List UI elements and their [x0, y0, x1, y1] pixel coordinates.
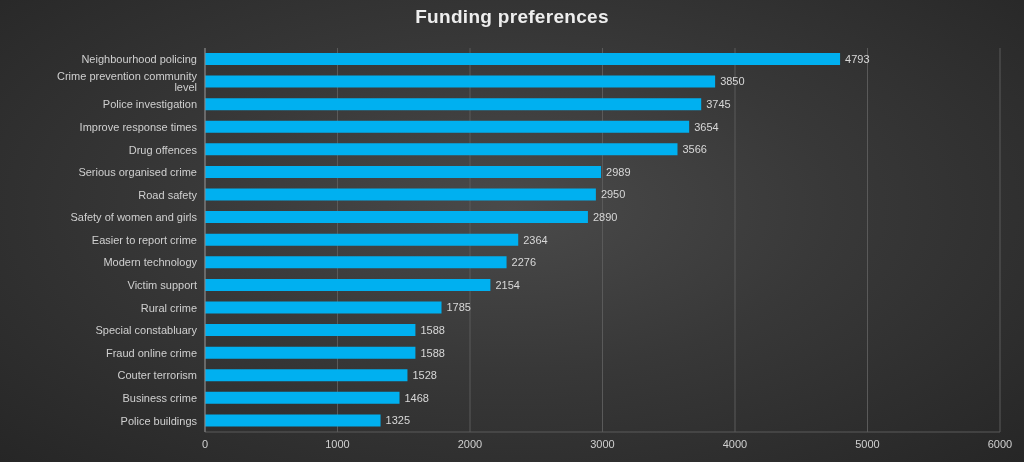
svg-text:3566: 3566 — [682, 143, 706, 155]
svg-text:Police investigation: Police investigation — [103, 98, 197, 110]
svg-text:3745: 3745 — [706, 98, 730, 110]
svg-text:4793: 4793 — [845, 53, 869, 65]
svg-text:Rural crime: Rural crime — [141, 302, 197, 314]
svg-text:Easier to report crime: Easier to report crime — [92, 234, 197, 246]
svg-text:2364: 2364 — [523, 234, 547, 246]
svg-text:2000: 2000 — [458, 438, 482, 450]
svg-text:1000: 1000 — [325, 438, 349, 450]
svg-text:2950: 2950 — [601, 188, 625, 200]
svg-text:Police buildings: Police buildings — [121, 415, 198, 427]
svg-text:1588: 1588 — [420, 347, 444, 359]
svg-text:Neighbourhood policing: Neighbourhood policing — [81, 53, 197, 65]
svg-text:1528: 1528 — [412, 369, 436, 381]
svg-text:Crime prevention communityleve: Crime prevention communitylevel — [57, 70, 197, 93]
svg-text:3654: 3654 — [694, 121, 718, 133]
svg-text:5000: 5000 — [855, 438, 879, 450]
svg-text:2890: 2890 — [593, 211, 617, 223]
html-text:Funding preferences: Funding preferences — [415, 6, 609, 27]
svg-text:Drug offences: Drug offences — [129, 144, 198, 156]
svg-text:6000: 6000 — [988, 438, 1012, 450]
svg-text:Serious organised crime: Serious organised crime — [78, 166, 197, 178]
svg-text:Modern technology: Modern technology — [103, 256, 197, 268]
svg-text:Special constabluary: Special constabluary — [95, 324, 197, 336]
svg-text:Fraud online crime: Fraud online crime — [106, 347, 197, 359]
svg-text:0: 0 — [202, 438, 208, 450]
svg-text:3850: 3850 — [720, 75, 744, 87]
svg-text:2989: 2989 — [606, 166, 630, 178]
svg-text:Improve response times: Improve response times — [80, 121, 198, 133]
svg-text:Victim support: Victim support — [128, 279, 198, 291]
svg-text:Couter terrorism: Couter terrorism — [118, 369, 197, 381]
svg-text:2276: 2276 — [512, 256, 536, 268]
svg-text:1785: 1785 — [447, 301, 471, 313]
svg-text:Business crime: Business crime — [122, 392, 197, 404]
svg-text:1325: 1325 — [386, 414, 410, 426]
svg-text:1588: 1588 — [420, 324, 444, 336]
svg-text:1468: 1468 — [405, 392, 429, 404]
svg-text:2154: 2154 — [495, 279, 519, 291]
svg-text:3000: 3000 — [590, 438, 614, 450]
svg-text:4000: 4000 — [723, 438, 747, 450]
svg-text:Road safety: Road safety — [138, 189, 197, 201]
svg-text:Safety of women and girls: Safety of women and girls — [70, 211, 197, 223]
